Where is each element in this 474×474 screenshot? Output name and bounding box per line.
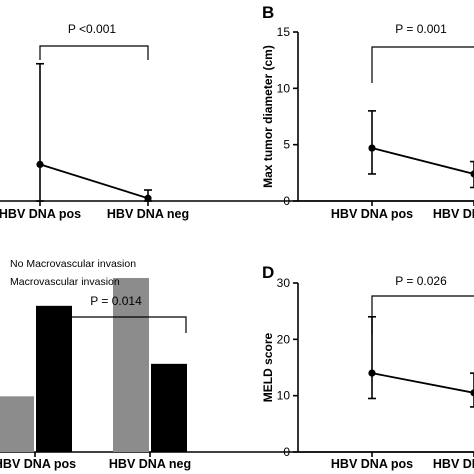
- p-value-label: P = 0.026: [395, 274, 447, 288]
- y-tick-label: 0: [283, 445, 290, 459]
- significance-bracket: [45, 316, 187, 333]
- y-tick-label: 10: [277, 81, 291, 95]
- significance-bracket: [39, 45, 149, 60]
- y-tick-label: 0: [283, 194, 290, 208]
- y-tick-label: 30: [277, 276, 291, 290]
- data-point: [368, 144, 376, 152]
- legend-label: No Macrovascular invasion: [10, 258, 136, 270]
- bar: [113, 278, 149, 452]
- y-axis-label: Max tumor diameter (cm): [261, 45, 275, 188]
- category-label: HBV DNA pos: [0, 457, 76, 471]
- data-point: [144, 194, 152, 202]
- series-line: [371, 372, 474, 394]
- y-tick-label: 5: [283, 138, 290, 152]
- category-label: HBV DNA neg: [107, 207, 189, 221]
- y-tick-label: 20: [277, 332, 291, 346]
- category-label: HBV DNA pos: [331, 457, 413, 471]
- y-tick-label: 15: [277, 25, 291, 39]
- significance-bracket: [371, 295, 474, 334]
- data-point: [368, 369, 376, 377]
- bar: [0, 396, 34, 452]
- data-point: [36, 160, 44, 168]
- category-label: HBV DNA neg: [109, 457, 191, 471]
- panel-letter: D: [262, 263, 274, 282]
- bar: [36, 305, 72, 452]
- category-label: HBV DNA pos: [331, 207, 413, 221]
- category-label: HBV DNA pos: [0, 207, 81, 221]
- panel-letter: B: [262, 3, 274, 22]
- series-line: [371, 147, 474, 175]
- category-label: HBV DNA neg: [433, 207, 474, 221]
- category-label: HBV DNA neg: [433, 457, 474, 471]
- bar: [151, 363, 187, 452]
- y-axis-label: MELD score: [261, 333, 275, 403]
- y-tick-label: 10: [277, 389, 291, 403]
- significance-bracket: [371, 46, 474, 83]
- p-value-label: P = 0.014: [90, 294, 142, 308]
- p-value-label: P = 0.001: [395, 22, 447, 36]
- data-point: [470, 170, 474, 178]
- data-point: [470, 389, 474, 397]
- legend-label: Macrovascular invasion: [10, 276, 120, 288]
- p-value-label: P <0.001: [68, 22, 116, 36]
- series-line: [39, 163, 149, 200]
